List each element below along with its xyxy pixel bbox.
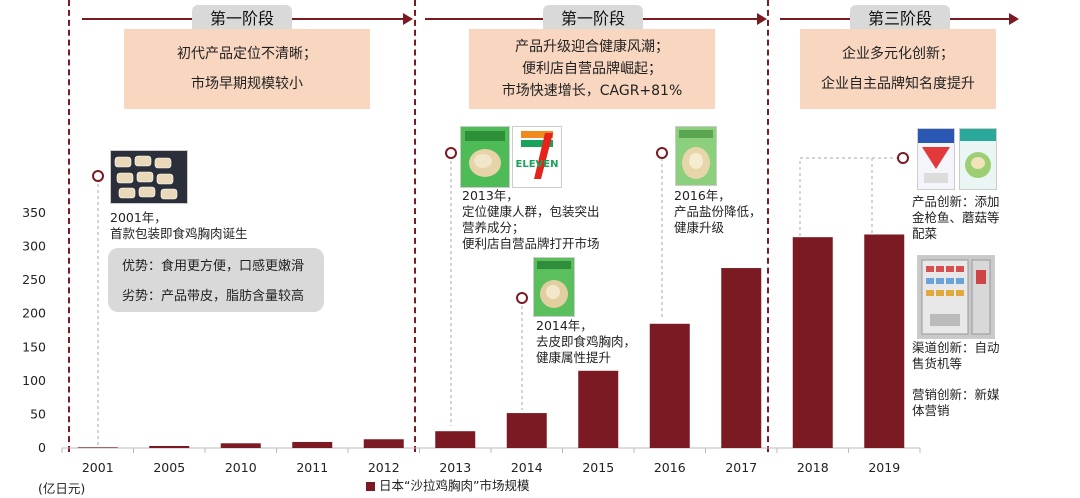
seven-eleven-logo-text: ELEVEN	[516, 159, 559, 170]
bar-2010	[220, 443, 261, 448]
y-tick-label: 50	[30, 406, 46, 421]
annotation-line: 售货机等	[912, 356, 963, 371]
stage-2-label: 第一阶段	[543, 5, 643, 33]
stage-1-desc-line: 初代产品定位不清晰；	[177, 46, 317, 62]
bar-2016	[649, 323, 690, 448]
product-image-2001	[110, 150, 188, 204]
x-tick-label: 2012	[368, 460, 400, 475]
cons-text: 劣势：产品带皮，脂肪含量较高	[122, 289, 305, 304]
y-tick-label: 300	[22, 239, 46, 254]
bar-2019	[864, 234, 905, 448]
x-tick-label: 2013	[439, 460, 471, 475]
annotation-line: 2001年，	[110, 210, 167, 225]
bar-2015	[578, 370, 619, 448]
timeline-dot-2001	[92, 170, 104, 182]
annotation-line: 2016年，	[674, 188, 731, 203]
annotation-line: 2013年，	[462, 188, 519, 203]
stage-2-desc-line: 产品升级迎合健康风潮；	[515, 39, 669, 55]
bar-2017	[721, 268, 762, 448]
x-tick-label: 2018	[797, 460, 829, 475]
annotation-2001: 2001年， 首款包装即食鸡胸肉诞生	[110, 210, 248, 242]
legend-swatch	[366, 482, 375, 491]
annotation-line: 渠道创新：自动	[912, 340, 1000, 355]
bar-2014	[506, 413, 547, 448]
annotation-line: 营养成分；	[462, 220, 525, 235]
y-tick-label: 150	[22, 339, 46, 354]
product-image-2014	[533, 257, 575, 317]
annotation-line: 产品创新：添加	[912, 194, 1000, 209]
timeline-dot-2013	[445, 147, 457, 159]
stage-2-desc-line: 便利店自营品牌崛起；	[522, 61, 662, 77]
annotation-marketing-innovation: 营销创新：新媒 体营销	[912, 387, 1000, 419]
annotation-line: 体营销	[912, 403, 950, 418]
annotation-line: 金枪鱼、蘑菇等	[912, 210, 1000, 225]
bar-2001	[77, 447, 118, 448]
x-tick-label: 2001	[82, 460, 114, 475]
y-tick-label: 250	[22, 272, 46, 287]
annotation-line: 健康属性提升	[536, 350, 612, 365]
x-tick-label: 2017	[725, 460, 757, 475]
stage-separator-left	[68, 0, 70, 452]
bar-2018	[792, 237, 833, 448]
x-tick-label: 2019	[868, 460, 900, 475]
bar-2012	[363, 439, 404, 448]
y-tick-label: 100	[22, 373, 46, 388]
legend-label: 日本“沙拉鸡胸肉”市场规模	[379, 478, 530, 493]
annotation-2013: 2013年， 定位健康人群，包装突出 营养成分； 便利店自营品牌打开市场	[462, 188, 600, 252]
product-image-tuna	[917, 128, 955, 190]
stage-1-label: 第一阶段	[192, 5, 292, 33]
x-tick-label: 2016	[654, 460, 686, 475]
x-tick-label: 2011	[296, 460, 328, 475]
annotation-line: 定位健康人群，包装突出	[462, 204, 600, 219]
stage-3-desc-line: 企业多元化创新；	[842, 46, 954, 62]
stage-1-desc-line: 市场早期规模较小	[191, 76, 303, 92]
annotation-line: 首款包装即食鸡胸肉诞生	[110, 226, 248, 241]
annotation-line: 去皮即食鸡胸肉，	[536, 334, 637, 349]
y-tick-label: 200	[22, 306, 46, 321]
annotation-product-innovation: 产品创新：添加 金枪鱼、蘑菇等 配菜	[912, 194, 1000, 242]
product-image-2016	[675, 126, 717, 186]
x-tick-label: 2010	[225, 460, 257, 475]
x-tick-label: 2015	[582, 460, 614, 475]
timeline-dot-2016	[656, 147, 668, 159]
seven-eleven-logo: ELEVEN	[512, 126, 562, 188]
bar-2005	[149, 445, 190, 448]
x-tick-label: 2005	[153, 460, 185, 475]
timeline-dot-2014	[516, 292, 528, 304]
stage-2-description: 产品升级迎合健康风潮； 便利店自营品牌崛起； 市场快速增长，CAGR+81%	[469, 29, 715, 109]
annotation-line: 营销创新：新媒	[912, 387, 1000, 402]
y-axis-unit: (亿日元)	[38, 481, 86, 496]
stage-separator-2	[767, 0, 769, 452]
bar-2013	[435, 431, 476, 448]
annotation-2014: 2014年， 去皮即食鸡胸肉， 健康属性提升	[536, 318, 636, 366]
vending-machine-image	[917, 255, 995, 339]
product-image-mushroom	[959, 128, 997, 190]
pros-text: 优势：食用更方便，口感更嫩滑	[122, 259, 305, 274]
annotation-line: 便利店自营品牌打开市场	[462, 236, 600, 251]
annotation-channel-innovation: 渠道创新：自动 售货机等	[912, 340, 1000, 372]
product-image-2013	[460, 126, 510, 188]
annotation-line: 2014年，	[536, 318, 593, 333]
annotation-line: 健康升级	[674, 220, 725, 235]
stage-3-description: 企业多元化创新； 企业自主品牌知名度提升	[800, 29, 996, 109]
annotation-line: 产品盐份降低，	[674, 204, 762, 219]
leader-line-stage-3	[799, 157, 873, 236]
stage-separator-1	[414, 0, 416, 452]
x-tick-label: 2014	[511, 460, 543, 475]
y-tick-label: 0	[38, 440, 46, 455]
stage-3-label: 第三阶段	[850, 5, 950, 33]
stage-1-description: 初代产品定位不清晰； 市场早期规模较小	[124, 29, 370, 109]
stage-2-desc-line: 市场快速增长，CAGR+81%	[501, 83, 683, 99]
bar-2011	[292, 441, 333, 448]
chart-legend: 日本“沙拉鸡胸肉”市场规模	[366, 479, 529, 493]
annotation-line: 配菜	[912, 226, 938, 241]
annotation-2016: 2016年， 产品盐份降低， 健康升级	[674, 188, 762, 236]
y-tick-label: 350	[22, 205, 46, 220]
stage-3-desc-line: 企业自主品牌知名度提升	[821, 76, 975, 92]
pros-cons-box: 优势：食用更方便，口感更嫩滑 劣势：产品带皮，脂肪含量较高	[108, 248, 324, 312]
timeline-dot-stage-3	[897, 152, 909, 164]
